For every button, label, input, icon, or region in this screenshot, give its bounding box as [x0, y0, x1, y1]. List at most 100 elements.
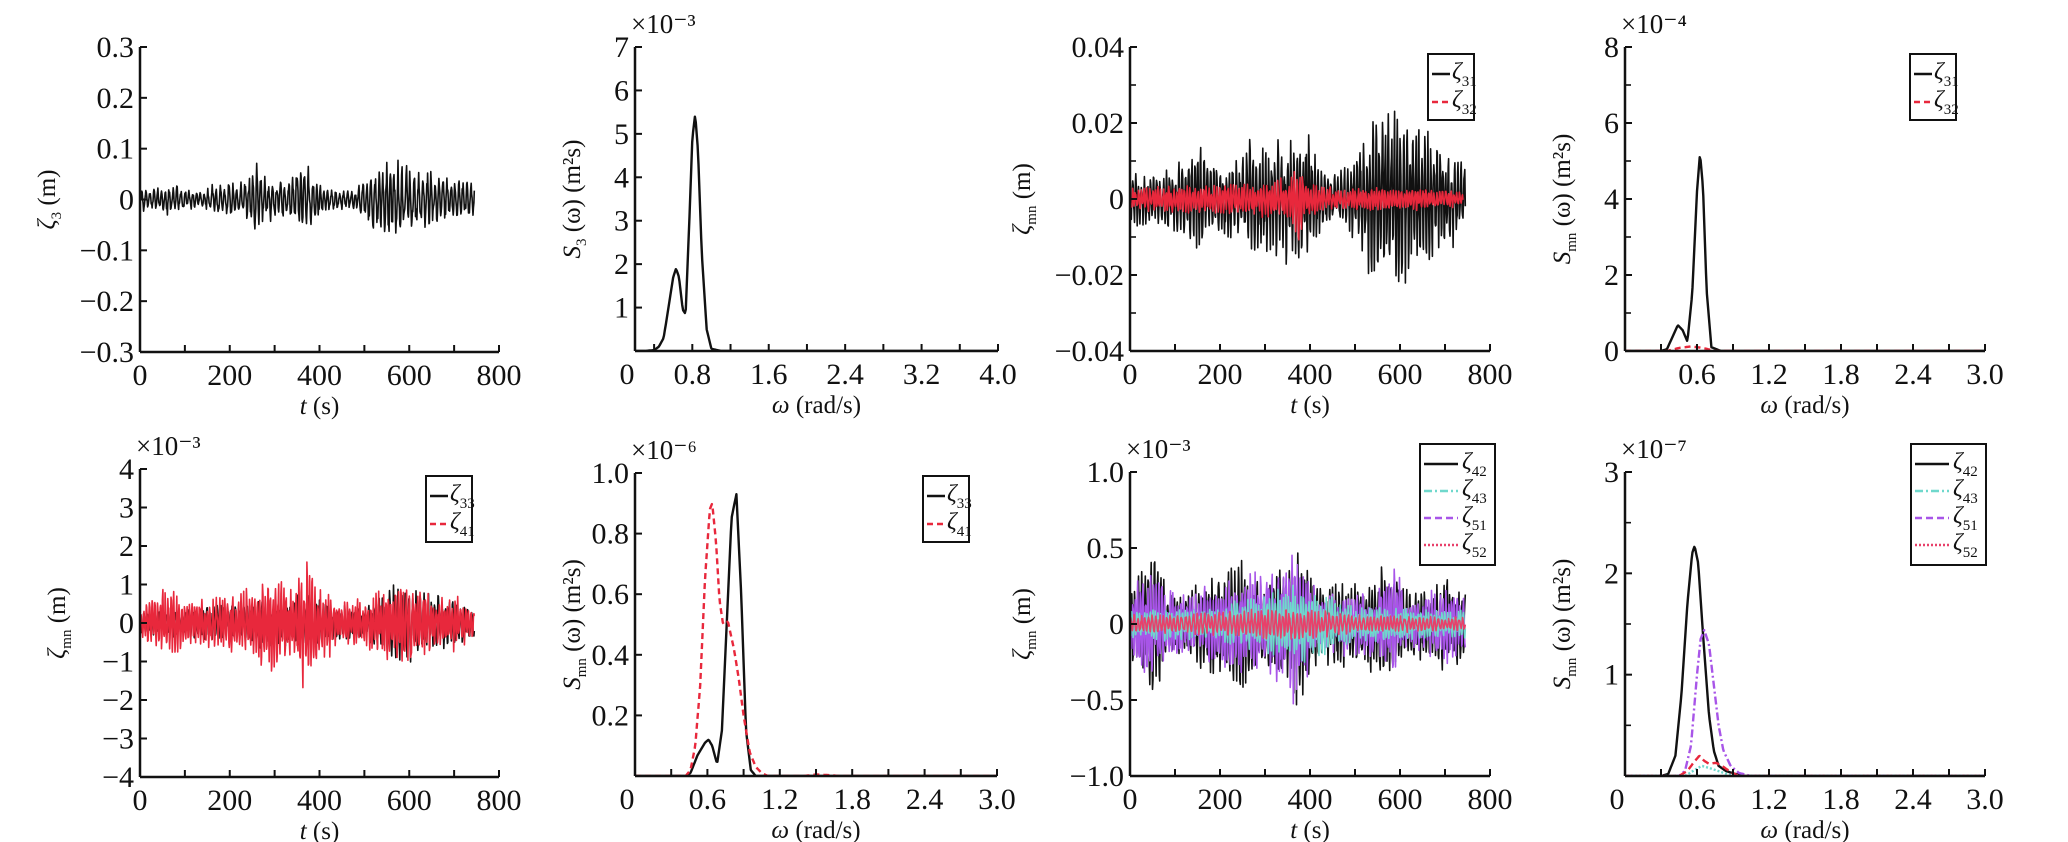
- y-tick-label: 3: [614, 205, 629, 238]
- y-tick-label: 0: [119, 184, 134, 217]
- chart-panel-p7: 0 200 400 600 800−1.0−0.500.51.0×10⁻³t (s)ζm…: [1009, 434, 1513, 842]
- y-exponent-label: ×10⁻³: [631, 9, 696, 39]
- y-tick-label: 0.5: [1087, 532, 1125, 565]
- x-origin-label: 0: [620, 358, 635, 391]
- x-tick-label: 2.4: [1894, 358, 1932, 391]
- legend-label-52: ζ52: [1953, 530, 1978, 561]
- y-axis-label-symbol: ζ: [34, 217, 61, 229]
- legend-subscript: 33: [957, 496, 972, 512]
- y-axis-label-unit: (m): [1009, 163, 1036, 205]
- y-axis-label-subscript: mn: [1564, 232, 1580, 252]
- x-tick-label: 2.4: [826, 358, 864, 391]
- y-axis-label-unit: (ω) (m²s): [1549, 559, 1576, 658]
- y-tick-label: −1.0: [1070, 760, 1124, 793]
- y-tick-label: −1: [102, 646, 134, 679]
- legend-symbol: ζ: [1953, 476, 1965, 502]
- series-line-ζ32: [1130, 170, 1464, 241]
- legend-label-33: ζ33: [450, 481, 475, 512]
- legend-symbol: ζ: [1452, 59, 1464, 85]
- legend-symbol: ζ: [1953, 503, 1965, 529]
- x-tick-label: 1.8: [833, 783, 871, 816]
- y-tick-label: 4: [614, 161, 629, 194]
- legend-symbol: ζ: [1934, 59, 1946, 85]
- chart-panel-p2: 0.8 1.6 2.4 3.2 4.0 0 1 2 3 4 5 6 7×10⁻³ ω (rad/s) S3 …: [559, 9, 1017, 419]
- y-axis-label-subscript: mn: [1024, 205, 1040, 225]
- x-axis-label-unit: (rad/s): [1778, 817, 1850, 842]
- y-axis-label: Smn (ω) (m²s): [1549, 559, 1580, 690]
- y-tick-label: 0.4: [592, 639, 630, 672]
- y-axis-label-subscript: 3: [49, 212, 65, 220]
- y-tick-label: 8: [1604, 31, 1619, 64]
- legend-label-42: ζ42: [1462, 449, 1487, 480]
- legend-subscript: 32: [1462, 102, 1477, 118]
- x-tick-label: 0.6: [1678, 783, 1716, 816]
- legend-subscript: 41: [460, 524, 475, 540]
- x-axis-label: ω (rad/s): [1760, 392, 1849, 419]
- y-axis-label-symbol: ζ: [1009, 223, 1036, 235]
- y-tick-label: −0.3: [80, 336, 134, 369]
- series-line-S3: [635, 115, 998, 351]
- legend-label-32: ζ32: [1934, 87, 1959, 118]
- y-axis-label-unit: (ω) (m²s): [559, 559, 586, 658]
- x-tick-label: 800: [1468, 783, 1513, 816]
- x-tick-label: 200: [207, 359, 252, 392]
- chart-panel-p8: 0.6 1.2 1.8 2.4 3.0 0 1 2 3×10⁻⁷ ω (rad/s) Smn (ω)…: [1549, 434, 2004, 842]
- y-tick-label: 0.02: [1072, 107, 1125, 140]
- x-tick-label: 0: [133, 784, 148, 817]
- x-tick-label: 600: [387, 359, 432, 392]
- plot-area: [1130, 110, 1467, 284]
- x-tick-label: 0.6: [689, 783, 727, 816]
- x-tick-label: 4.0: [979, 358, 1017, 391]
- legend-symbol: ζ: [947, 481, 959, 507]
- x-tick-label: 0: [1123, 358, 1138, 391]
- y-tick-label: 0: [119, 607, 134, 640]
- legend-label-41: ζ41: [450, 509, 475, 540]
- x-axis-label-unit: (rad/s): [789, 817, 861, 842]
- legend-symbol: ζ: [1934, 87, 1946, 113]
- legend-subscript: 52: [1472, 545, 1487, 561]
- series-line-ζ42: [1625, 545, 1985, 776]
- legend-box: [1909, 53, 1957, 121]
- x-tick-label: 400: [1288, 358, 1333, 391]
- y-tick-label: 4: [119, 453, 134, 486]
- legend-symbol: ζ: [1452, 87, 1464, 113]
- x-axis-label-unit: (rad/s): [790, 392, 862, 419]
- series-line-ζ52: [1130, 608, 1467, 640]
- legend-subscript: 51: [1963, 518, 1978, 534]
- y-axis-label-subscript: mn: [1024, 630, 1040, 650]
- x-tick-label: 1.2: [1750, 783, 1788, 816]
- legend-subscript: 31: [1944, 74, 1959, 90]
- y-tick-label: −0.1: [80, 234, 134, 267]
- x-tick-label: 2.4: [906, 783, 944, 816]
- legend-subscript: 33: [460, 496, 475, 512]
- y-tick-label: 6: [614, 74, 629, 107]
- x-axis-label: t (s): [1290, 817, 1330, 842]
- legend-label-31: ζ31: [1934, 59, 1959, 90]
- y-tick-label: 2: [1604, 259, 1619, 292]
- y-axis-label-subscript: 3: [574, 238, 590, 246]
- legend-label-32: ζ32: [1452, 87, 1477, 118]
- legend-label-33: ζ33: [947, 481, 972, 512]
- y-tick-label: 0.3: [97, 31, 135, 64]
- x-axis-label-symbol: ω: [772, 392, 790, 419]
- y-axis-label-symbol: ζ: [44, 647, 71, 659]
- y-axis-label-unit: (m): [1009, 588, 1036, 630]
- x-axis-label-symbol: t: [300, 818, 308, 842]
- y-tick-label: 7: [614, 31, 629, 64]
- series-line-ζ41: [140, 561, 476, 689]
- x-tick-label: 2.4: [1894, 783, 1932, 816]
- y-tick-label: 2: [119, 530, 134, 563]
- series-line-ζ51: [1625, 628, 1985, 776]
- y-axis-label: S3 (ω) (m²s): [559, 140, 590, 259]
- y-axis-label-unit: (m): [34, 170, 61, 212]
- series-line-ζ32: [1625, 345, 1985, 351]
- chart-panel-p1: 0 200 400 600 800 −0.3 −0.2 −0.1 0 0.1 0.2 0.3 t (s)…: [34, 31, 522, 420]
- legend-label-51: ζ51: [1953, 503, 1978, 534]
- y-tick-label: 5: [614, 118, 629, 151]
- legend-subscript: 52: [1963, 545, 1978, 561]
